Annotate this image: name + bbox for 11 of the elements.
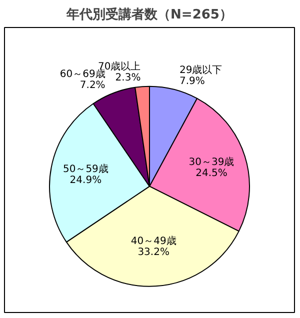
data-label: 7.9% (179, 76, 205, 87)
data-label: 24.9% (70, 174, 102, 186)
slice-label: 29歳以下 (179, 64, 222, 76)
slice-label: 30～39歳 (188, 156, 234, 168)
slice-label: 40～49歳 (130, 234, 176, 247)
data-label: 24.5% (196, 168, 228, 180)
slice-label: 50～59歳 (62, 162, 108, 175)
data-label: 7.2% (80, 80, 106, 92)
data-label: 2.3% (115, 72, 141, 84)
chart-title: 年代別受講者数（N=265） (66, 6, 232, 22)
data-label: 33.2% (138, 246, 170, 258)
